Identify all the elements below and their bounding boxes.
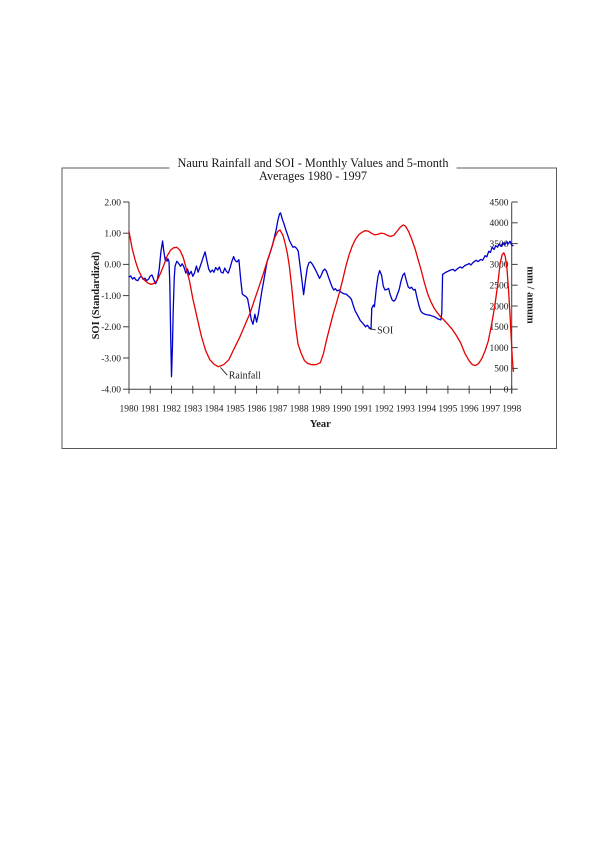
x-axis-tick-label: 1994 bbox=[417, 405, 436, 415]
x-axis-tick-label: 1981 bbox=[141, 405, 160, 415]
x-axis-tick-label: 1992 bbox=[375, 405, 394, 415]
left-axis-title: SOI (Standardized) bbox=[91, 251, 102, 339]
x-axis-tick-label: 1998 bbox=[502, 405, 521, 415]
right-axis-title: mm / annum bbox=[525, 266, 536, 323]
left-axis-tick-label: -2.00 bbox=[101, 323, 121, 333]
x-axis-tick-label: 1986 bbox=[247, 405, 266, 415]
right-axis-tick-label: 3000 bbox=[490, 261, 509, 271]
series-line-soi bbox=[128, 212, 514, 378]
right-axis-tick-label: 4000 bbox=[490, 219, 509, 229]
chart-title-line2: Averages 1980 - 1997 bbox=[258, 168, 368, 183]
x-axis-tick-label: 1982 bbox=[162, 405, 181, 415]
left-axis-tick-label: 1.00 bbox=[104, 230, 121, 240]
right-axis-tick-label: 2000 bbox=[490, 302, 509, 312]
right-axis-tick-label: 1500 bbox=[490, 323, 509, 333]
annotation-leader-rainfall bbox=[220, 367, 228, 376]
x-axis-tick-label: 1991 bbox=[353, 405, 372, 415]
left-axis-tick-label: 0.00 bbox=[104, 261, 121, 271]
left-axis-tick-label: -1.00 bbox=[101, 292, 121, 302]
x-axis-tick-label: 1996 bbox=[460, 405, 479, 415]
chart-title: Nauru Rainfall and SOI - Monthly Values … bbox=[169, 156, 457, 183]
x-axis-tick-label: 1997 bbox=[481, 405, 500, 415]
left-axis-tick-label: 2.00 bbox=[104, 198, 121, 208]
right-axis-tick-label: 2500 bbox=[490, 282, 509, 292]
x-axis-tick-label: 1995 bbox=[438, 405, 457, 415]
chart-title-line1: Nauru Rainfall and SOI - Monthly Values … bbox=[177, 156, 449, 170]
x-axis-tick-label: 1983 bbox=[183, 405, 202, 415]
x-axis-tick-label: 1990 bbox=[332, 405, 351, 415]
left-axis-tick-label: -3.00 bbox=[101, 354, 121, 364]
x-axis-title: Year bbox=[310, 419, 331, 430]
x-axis-tick-label: 1989 bbox=[311, 405, 330, 415]
x-axis-tick-label: 1984 bbox=[205, 405, 224, 415]
right-axis-tick-label: 1000 bbox=[490, 344, 509, 354]
right-axis-tick-label: 0 bbox=[504, 386, 509, 396]
x-axis-tick-label: 1987 bbox=[268, 405, 287, 415]
right-axis-tick-label: 4500 bbox=[490, 198, 509, 208]
left-axis-tick-label: -4.00 bbox=[101, 386, 121, 396]
series-line-rainfall bbox=[128, 224, 515, 372]
x-axis-tick-label: 1980 bbox=[120, 405, 139, 415]
x-axis-tick-label: 1985 bbox=[226, 405, 245, 415]
x-axis-tick-label: 1993 bbox=[396, 405, 415, 415]
annotation-leader-soi bbox=[368, 327, 376, 331]
annotation-label-rainfall: Rainfall bbox=[229, 371, 261, 382]
right-axis-tick-label: 500 bbox=[494, 365, 509, 375]
x-axis-tick-label: 1988 bbox=[290, 405, 309, 415]
annotation-label-soi: SOI bbox=[377, 325, 393, 336]
